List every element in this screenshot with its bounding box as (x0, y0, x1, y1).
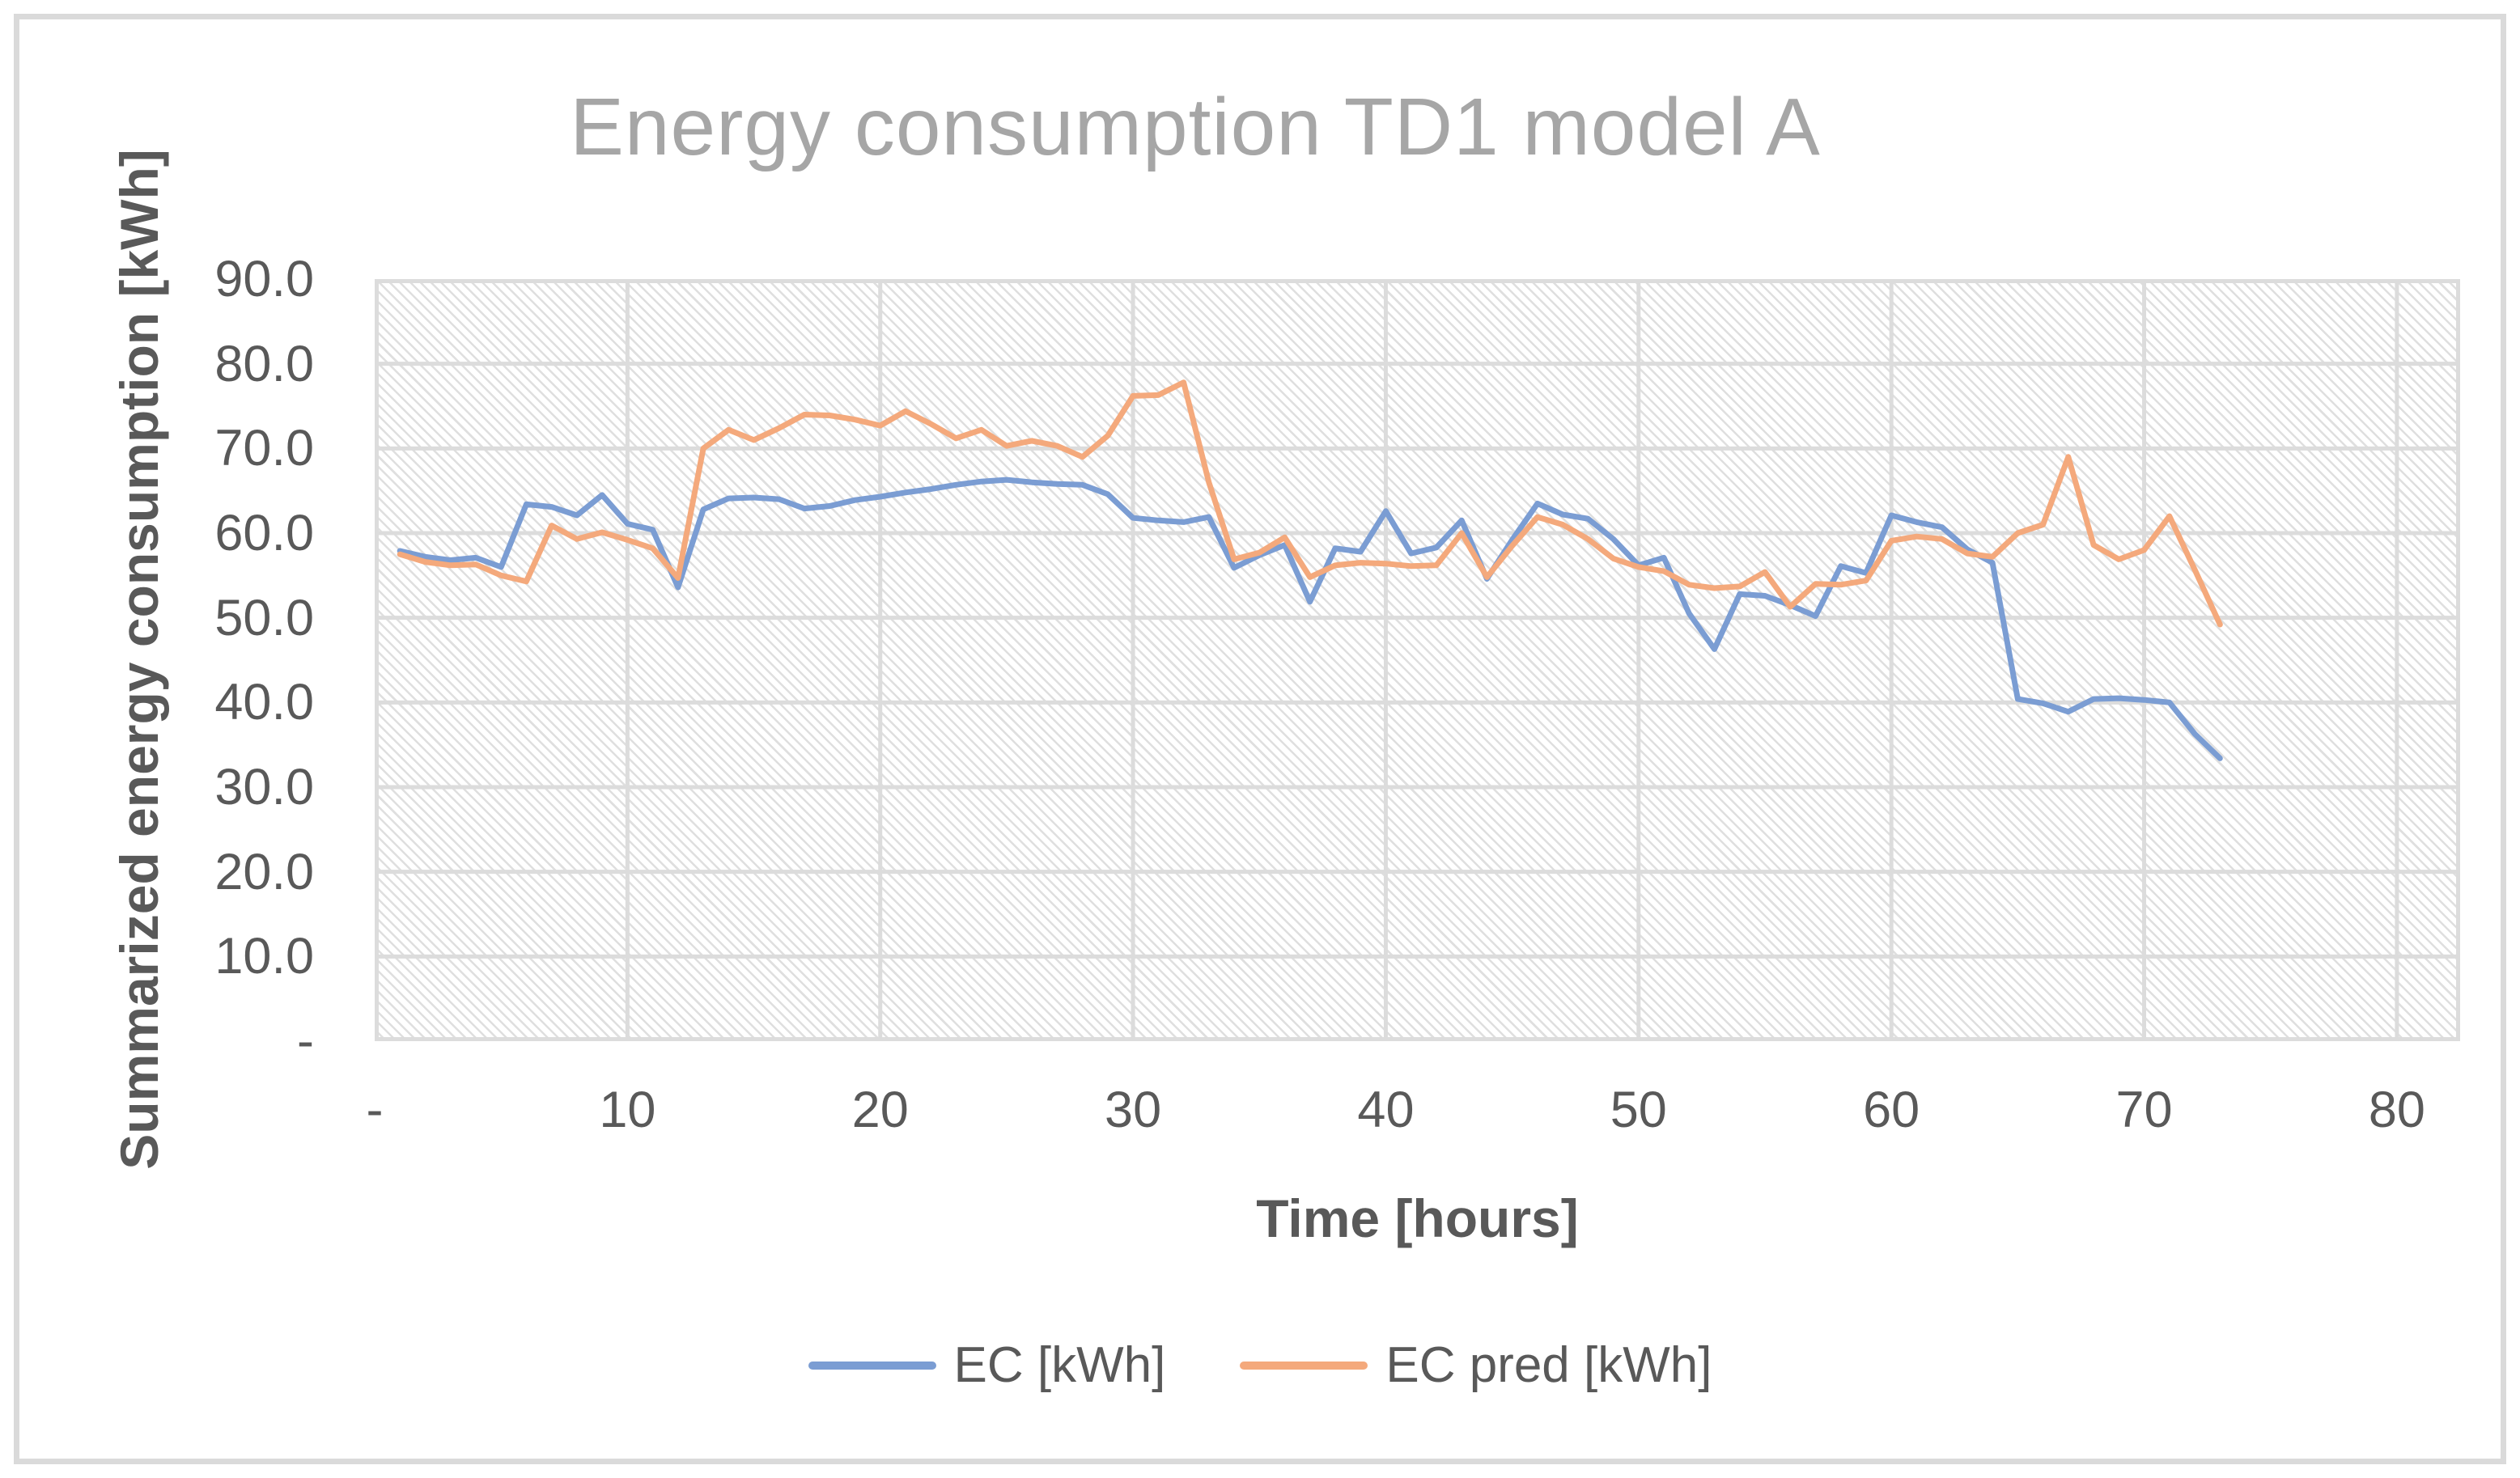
x-tick-label: - (366, 1082, 384, 1138)
y-tick-label: 90.0 (214, 251, 314, 307)
x-tick-label: 30 (1105, 1082, 1162, 1138)
series-line-ec (397, 476, 2223, 761)
x-tick-label: 70 (2115, 1082, 2173, 1138)
x-tick-label: 60 (1863, 1082, 1920, 1138)
y-tick-label: 80.0 (214, 335, 314, 392)
legend-item-ec: EC [kWh] (808, 1333, 1166, 1398)
plot-area (375, 279, 2460, 1041)
y-tick-label: 60.0 (214, 505, 314, 561)
y-tick-label: 50.0 (214, 589, 314, 646)
x-tick-label: 50 (1610, 1082, 1667, 1138)
y-tick-label: 70.0 (214, 420, 314, 477)
plot-border (375, 279, 2460, 1041)
x-tick-label: 20 (851, 1082, 909, 1138)
x-tick-label: 10 (599, 1082, 656, 1138)
legend-line-swatch-ec-pred (1240, 1362, 1368, 1370)
y-tick-label: 30.0 (214, 759, 314, 815)
legend-item-ec-pred: EC pred [kWh] (1240, 1333, 1712, 1398)
x-tick-label: 80 (2368, 1082, 2425, 1138)
gridlines (375, 279, 2460, 1041)
legend-line-swatch-ec (808, 1362, 936, 1370)
y-tick-label: - (297, 1013, 314, 1069)
legend-label-ec-pred: EC pred [kWh] (1385, 1337, 1712, 1393)
legend: EC [kWh] EC pred [kWh] (0, 1333, 2520, 1398)
y-tick-label: 20.0 (214, 843, 314, 900)
chart-title: Energy consumption TD1 model A (570, 82, 1821, 172)
x-axis-title: Time [hours] (1256, 1188, 1579, 1248)
y-tick-label: 40.0 (214, 674, 314, 731)
legend-label-ec: EC [kWh] (953, 1337, 1166, 1393)
plot-svg (375, 279, 2460, 1041)
series-line-ec-pred (397, 379, 2223, 628)
series-lines (397, 379, 2223, 761)
x-tick-label: 40 (1357, 1082, 1415, 1138)
y-tick-label: 10.0 (214, 928, 314, 985)
